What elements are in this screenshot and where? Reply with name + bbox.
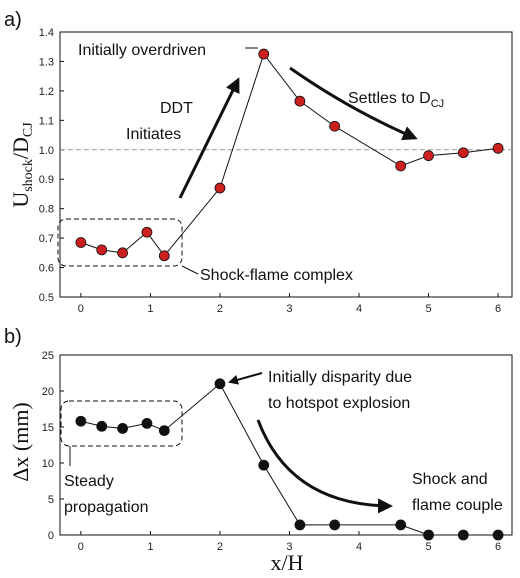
x-tick-label: 6 [495,541,501,553]
y-tick-label: 5 [48,494,54,506]
panel-b-chart: b) Δx (mm) 0 5 10 15 20 25 0 1 2 3 4 5 6 x/H Initia… [4,326,513,575]
data-point [158,250,170,262]
x-tick-label: 4 [356,541,362,553]
data-point [158,425,170,437]
annotation-disparity-line1: Initially disparity due [268,369,412,386]
data-point [423,150,434,162]
y-tick-label: 0 [48,530,54,542]
panel-b-label: b) [4,326,22,348]
x-tick-label: 1 [147,303,153,315]
y-tick-label: 0.9 [39,174,54,186]
annotation-steady: Steady [64,473,114,490]
disparity-arrow [228,372,263,385]
ddt-arrow [178,77,240,199]
data-point [457,147,469,159]
data-point [117,247,128,259]
panel-b-x-axis-label: x/H [271,550,304,575]
data-point [294,519,306,531]
data-point [214,182,226,194]
y-tick-label: 0.7 [39,233,54,245]
data-point [258,459,270,471]
data-point [75,415,87,427]
data-point [258,48,270,60]
y-tick-label: 20 [42,386,54,398]
data-point [214,378,226,390]
couple-arrow [256,419,393,514]
series-line [80,53,499,257]
data-point [492,529,504,541]
annotation-shock-flame-complex: Shock-flame complex [200,267,353,284]
data-point [423,529,434,541]
x-tick-label: 6 [495,303,501,315]
x-tick-label: 2 [217,303,223,315]
data-point [117,423,128,434]
y-tick-label: 1.2 [39,86,54,98]
data-point [96,420,108,432]
shock-flame-leader [181,265,199,275]
y-tick-label: 15 [42,422,54,434]
panel-b-y-axis-label: Δx (mm) [8,402,33,482]
panel-a-chart: a) Ushock/DCJ 0.5 0.6 0.7 0.8 0.9 1.0 1.1 1.2 1.… [4,9,513,315]
annotation-disparity-line2: to hotspot explosion [268,395,410,412]
data-point [96,244,108,256]
data-point [294,95,306,107]
x-tick-label: 4 [356,303,362,315]
y-tick-label: 25 [42,350,54,362]
shock-flame-box [57,218,183,267]
y-tick-label: 1.0 [39,145,54,157]
y-tick-label: 0.8 [39,204,54,216]
x-tick-label: 2 [217,541,223,553]
annotation-settles: Settles to DCJ [348,90,444,110]
x-tick-label: 3 [286,303,292,315]
data-point [395,519,407,531]
data-point [492,142,504,154]
annotation-initially-overdriven: Initially overdriven [78,42,206,59]
annotation-propagation: propagation [64,499,149,516]
steady-propagation-box [60,400,183,447]
data-point [457,529,469,541]
y-tick-label: 0.6 [39,263,54,275]
data-point [141,226,153,238]
annotation-flame-couple: flame couple [412,497,503,514]
y-tick-label: 10 [42,458,54,470]
data-point [329,120,341,132]
y-tick-label: 1.3 [39,56,54,68]
annotation-ddt: DDT [160,100,193,117]
y-tick-label: 1.1 [39,115,54,127]
data-point [395,160,407,172]
x-tick-label: 5 [425,541,431,553]
x-tick-label: 1 [147,541,153,553]
x-tick-label: 0 [78,541,84,553]
data-point [141,417,153,429]
x-tick-label: 5 [425,303,431,315]
settles-arrow [289,66,418,141]
annotation-shock-and: Shock and [412,471,488,488]
x-tick-label: 0 [78,303,84,315]
y-tick-label: 1.4 [39,27,54,39]
annotation-initiates: Initiates [126,126,181,143]
data-point [75,237,87,248]
data-point [329,519,341,531]
y-tick-label: 0.5 [39,292,54,304]
panel-a-plot-frame [59,31,513,298]
panel-b-plot-frame [59,354,513,536]
panel-a-y-axis-label: Ushock/DCJ [8,122,36,208]
x-tick-label: 3 [286,541,292,553]
panel-a-label: a) [4,9,22,31]
